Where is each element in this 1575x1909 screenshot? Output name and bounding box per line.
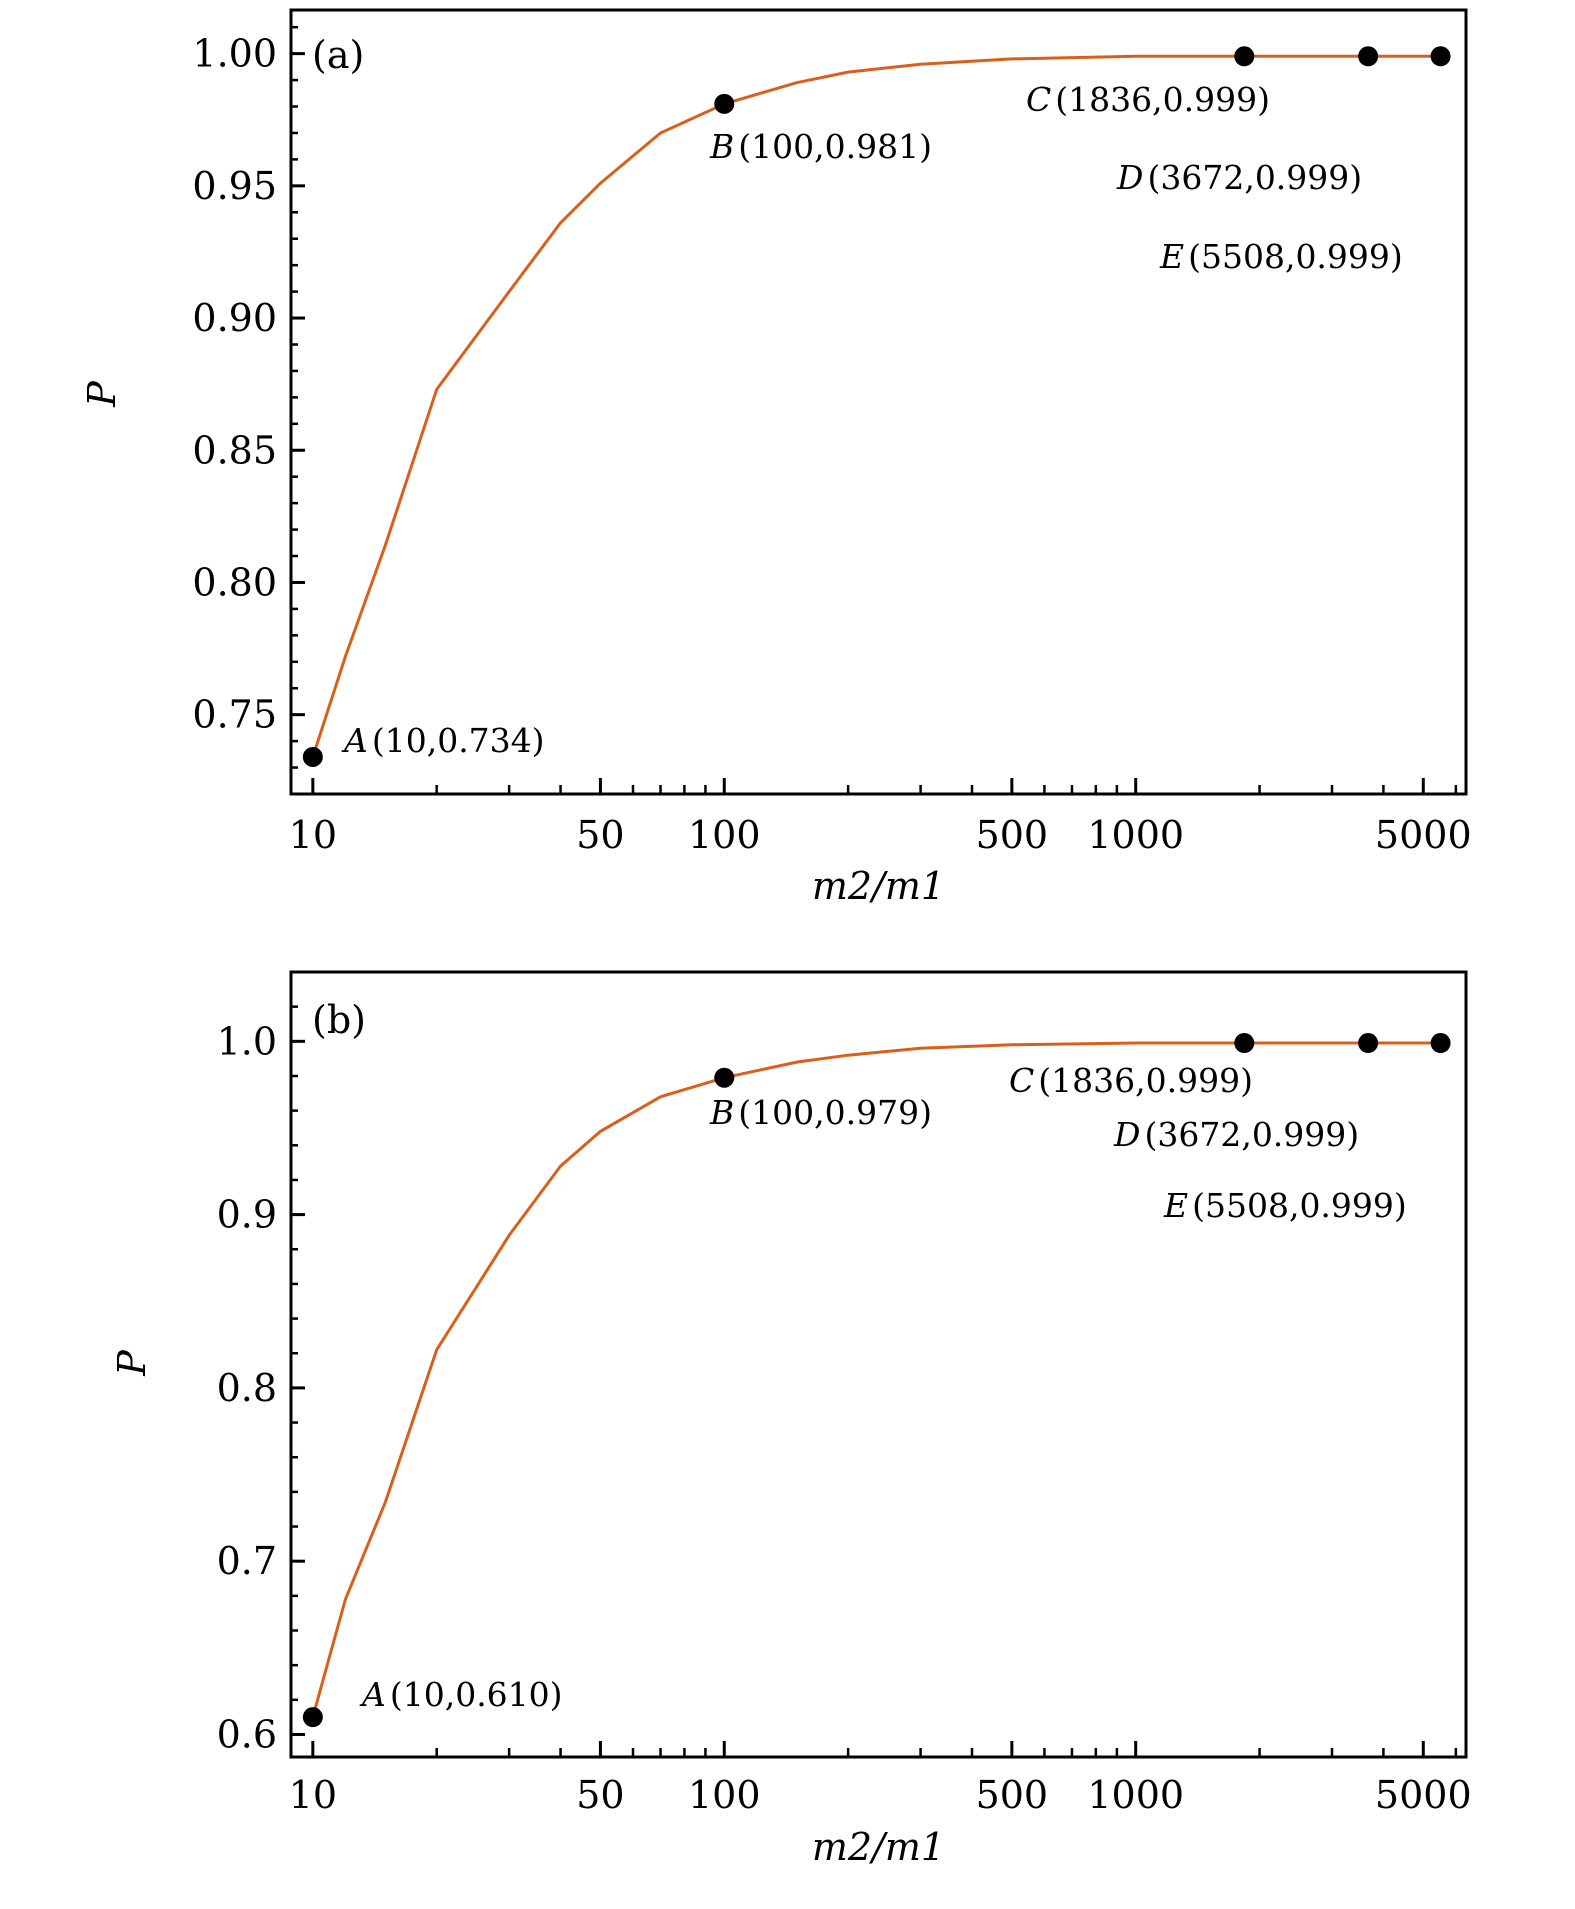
point-annotation: B (100,0.979) <box>709 1093 932 1132</box>
x-tick-label: 1000 <box>1087 1773 1184 1817</box>
x-tick-label: 100 <box>688 813 761 857</box>
point-annotation: A (10,0.610) <box>359 1675 563 1714</box>
y-tick-label: 0.95 <box>192 164 277 208</box>
point-coords: (3672,0.999) <box>1147 158 1362 197</box>
x-tick-label: 5000 <box>1375 813 1472 857</box>
point-coords: (3672,0.999) <box>1144 1115 1359 1154</box>
point-letter: D <box>1116 158 1143 197</box>
x-tick-label: 50 <box>576 813 624 857</box>
point-annotation: D (3672,0.999) <box>1113 1115 1359 1154</box>
point-letter: E <box>1159 237 1184 276</box>
y-tick-label: 0.8 <box>217 1366 277 1410</box>
point-coords: (1836,0.999) <box>1038 1061 1253 1100</box>
x-axis-label: m2/m1 <box>812 1825 945 1869</box>
data-point-d <box>1358 46 1379 67</box>
data-point-e <box>1430 46 1451 67</box>
point-annotation: E (5508,0.999) <box>1159 237 1403 276</box>
x-axis-label: m2/m1 <box>812 864 945 908</box>
point-letter: B <box>709 127 734 166</box>
panel-b: 0.6 0.7 0.8 0.9 1.0 10 50 100 500 1000 5000 m2/m1 P (… <box>110 970 1472 1869</box>
x-tick-label: 10 <box>289 813 337 857</box>
point-letter: C <box>1026 80 1051 119</box>
data-point-b <box>714 1067 735 1088</box>
data-point-a <box>302 1707 323 1728</box>
x-tick-label: 10 <box>289 1773 337 1817</box>
point-coords: (10,0.610) <box>390 1675 563 1714</box>
point-letter: C <box>1009 1061 1034 1100</box>
plot-frame <box>289 970 1468 1759</box>
y-tick-label: 0.75 <box>192 693 277 737</box>
y-tick-label: 0.90 <box>192 296 277 340</box>
point-annotation: B (100,0.981) <box>709 127 932 166</box>
point-coords: (1836,0.999) <box>1055 80 1270 119</box>
y-tick-label: 0.85 <box>192 428 277 472</box>
data-point-c <box>1234 1033 1255 1054</box>
y-tick-label: 0.6 <box>217 1712 277 1756</box>
point-letter: A <box>341 721 368 760</box>
point-annotation: C (1836,0.999) <box>1026 80 1270 119</box>
point-letter: B <box>709 1093 734 1132</box>
x-tick-label: 100 <box>688 1773 761 1817</box>
point-coords: (10,0.734) <box>372 721 545 760</box>
x-tick-label: 5000 <box>1375 1773 1472 1817</box>
panel-label: (a) <box>312 33 364 77</box>
data-point-e <box>1430 1033 1451 1054</box>
y-tick-label: 0.7 <box>217 1539 277 1583</box>
y-tick-label: 1.0 <box>217 1019 277 1063</box>
x-tick-label: 50 <box>576 1773 624 1817</box>
point-letter: A <box>359 1675 386 1714</box>
point-coords: (100,0.979) <box>738 1093 932 1132</box>
y-axis-label: P <box>80 380 124 408</box>
point-letter: D <box>1113 1115 1140 1154</box>
x-tick-label: 1000 <box>1087 813 1184 857</box>
data-point-a <box>302 746 323 767</box>
y-tick-label: 0.9 <box>217 1193 277 1237</box>
x-tick-label: 500 <box>976 813 1049 857</box>
y-tick-label: 1.00 <box>192 32 277 76</box>
panel-a: 0.75 0.80 0.85 0.90 0.95 1.00 10 50 100 500 1000 50… <box>80 8 1472 908</box>
point-annotation: D (3672,0.999) <box>1116 158 1362 197</box>
plot-frame <box>289 8 1468 796</box>
point-annotation: A (10,0.734) <box>341 721 545 760</box>
point-coords: (5508,0.999) <box>1188 237 1403 276</box>
panel-label: (b) <box>312 998 366 1042</box>
x-tick-label: 500 <box>976 1773 1049 1817</box>
data-point-c <box>1234 46 1255 67</box>
point-coords: (100,0.981) <box>738 127 932 166</box>
point-coords: (5508,0.999) <box>1192 1186 1407 1225</box>
y-axis-label: P <box>110 1349 154 1377</box>
data-point-b <box>714 93 735 114</box>
data-point-d <box>1358 1033 1379 1054</box>
point-annotation: C (1836,0.999) <box>1009 1061 1253 1100</box>
point-annotation: E (5508,0.999) <box>1163 1186 1407 1225</box>
point-letter: E <box>1163 1186 1188 1225</box>
y-tick-label: 0.80 <box>192 560 277 604</box>
